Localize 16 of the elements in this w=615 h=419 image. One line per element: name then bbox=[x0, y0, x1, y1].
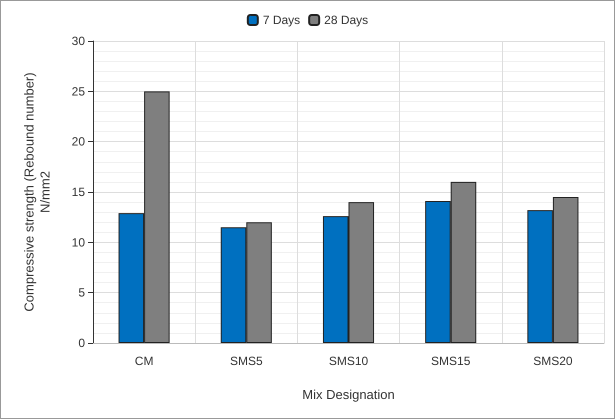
y-tick-label: 0 bbox=[78, 336, 86, 350]
x-tick-label: SMS20 bbox=[533, 354, 573, 368]
y-tick-label: 20 bbox=[72, 134, 86, 149]
y-tick-label: 30 bbox=[72, 34, 86, 48]
y-tick-label: 25 bbox=[72, 84, 86, 98]
legend-label: 28 Days bbox=[324, 13, 368, 27]
y-tick-label: 15 bbox=[72, 185, 86, 199]
x-tick-label: SMS15 bbox=[431, 354, 471, 368]
y-tick-label: 5 bbox=[78, 286, 86, 300]
x-axis-title: Mix Designation bbox=[302, 387, 395, 402]
legend-label: 7 Days bbox=[262, 13, 300, 27]
x-tick-label: CM bbox=[134, 354, 154, 368]
x-tick-label: SMS10 bbox=[328, 354, 368, 368]
x-tick-label: SMS5 bbox=[230, 354, 263, 368]
y-tick-label: 10 bbox=[72, 235, 86, 250]
y-axis-title: Compressive strength (Rebound number) N/mm2 bbox=[22, 72, 52, 312]
